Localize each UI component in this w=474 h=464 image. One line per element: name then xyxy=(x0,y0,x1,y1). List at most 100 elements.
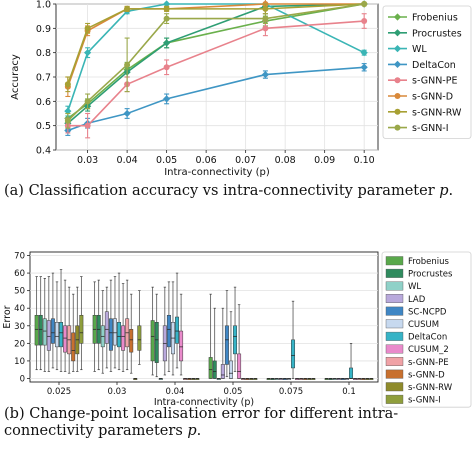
series-line-wl xyxy=(67,3,365,112)
series-s-gnn-rw xyxy=(64,1,368,93)
legend-swatch-s-gnn-rw xyxy=(385,382,404,392)
box xyxy=(63,325,68,353)
legend-label-s-gnn-d: s-GNN-D xyxy=(408,370,445,380)
box xyxy=(71,332,76,362)
legend-label-frobenius: Frobenius xyxy=(412,13,458,24)
box xyxy=(50,318,55,344)
boxes-frobenius xyxy=(34,276,329,380)
y-tick-label: 70 xyxy=(14,252,25,262)
legend-swatch-wl xyxy=(385,281,404,291)
legend-label-s-gnn-d: s-GNN-D xyxy=(412,92,453,103)
legend-marker-s-gnn-rw xyxy=(394,108,401,115)
data-point xyxy=(64,107,72,115)
data-point xyxy=(84,122,91,129)
caption-a: (a) Classification accuracy vs intra-con… xyxy=(4,183,470,200)
data-point xyxy=(163,15,170,22)
data-point xyxy=(361,18,368,25)
box xyxy=(129,329,134,353)
x-tick-label: 0.04 xyxy=(117,155,138,166)
legend-swatch-cusum xyxy=(385,319,404,329)
box xyxy=(349,367,354,379)
legend-label-procrustes: Procrustes xyxy=(412,28,462,39)
caption-b-end: . xyxy=(196,423,202,439)
data-point xyxy=(84,25,91,32)
data-point xyxy=(163,5,170,12)
legend-label-procrustes: Procrustes xyxy=(408,270,453,280)
data-point xyxy=(84,98,91,105)
y-tick-label: 0 xyxy=(20,374,25,384)
box xyxy=(237,353,242,379)
x-axis-label: Intra-connectivity (p) xyxy=(164,167,270,178)
y-axis-label: Error xyxy=(2,305,13,328)
legend-swatch-sc-ncpd xyxy=(385,306,404,316)
data-point xyxy=(84,49,92,57)
error-box-plot: 0 10 20 30 40 50 60 70 0.025 0.03 0.04 0.05 0.075 0.1… xyxy=(2,251,472,408)
box xyxy=(38,314,43,346)
box xyxy=(224,325,229,365)
boxes-s-gnn-pe xyxy=(67,279,362,380)
x-tick-label: 0.025 xyxy=(47,387,71,397)
legend-label-cusum: CUSUM xyxy=(408,320,439,330)
caption-b-text: Change-point localisation error for diff… xyxy=(4,406,399,439)
legend-label-cusum-2: CUSUM_2 xyxy=(408,345,449,355)
y-tick-label: 1.0 xyxy=(36,0,51,11)
legend-swatch-frobenius xyxy=(385,256,404,266)
y-tick-label: 0.6 xyxy=(36,97,51,108)
box xyxy=(54,322,59,348)
y-tick-label: 0.4 xyxy=(36,146,51,157)
data-point xyxy=(361,1,368,7)
series-line-s-gnn-rw xyxy=(67,3,365,85)
legend-marker-procrustes xyxy=(393,29,402,37)
legend-marker-frobenius xyxy=(393,13,402,21)
y-tick-label: 20 xyxy=(14,339,25,349)
legend-error: Frobenius Procrustes WL LAD SC-NCPD CUSUM Delt… xyxy=(381,251,472,408)
boxes-cusum xyxy=(54,276,349,380)
data-point xyxy=(124,5,131,12)
legend-label-lad: LAD xyxy=(408,295,426,305)
caption-a-variable: p xyxy=(439,183,449,199)
legend-label-wl: WL xyxy=(408,282,421,292)
legend-swatch-procrustes xyxy=(385,268,404,278)
box xyxy=(112,318,117,346)
box xyxy=(121,325,126,351)
y-tick-label: 0.5 xyxy=(36,121,51,132)
caption-a-end: . xyxy=(448,183,454,199)
data-point xyxy=(163,0,171,8)
boxes-s-gnn-i xyxy=(79,276,374,380)
x-tick-label: 0.08 xyxy=(275,155,296,166)
legend-label-s-gnn-i: s-GNN-I xyxy=(412,123,449,134)
legend-label-s-gnn-rw: s-GNN-RW xyxy=(412,107,462,118)
data-point xyxy=(163,95,171,103)
legend-label-wl: WL xyxy=(412,44,427,55)
x-tick-label: 0.03 xyxy=(108,387,127,397)
series-procrustes xyxy=(64,0,368,129)
box xyxy=(104,311,109,344)
legend-swatch-cusum-2 xyxy=(385,344,404,354)
x-tick-label: 0.10 xyxy=(354,155,375,166)
data-point xyxy=(360,49,368,57)
data-point xyxy=(163,64,170,71)
x-tick-label: 0.06 xyxy=(196,155,217,166)
series-deltacon xyxy=(64,63,368,136)
legend-label-s-gnn-pe: s-GNN-PE xyxy=(412,76,457,87)
y-tick-label: 0.9 xyxy=(36,24,51,35)
x-tick-label: 0.04 xyxy=(166,387,185,397)
boxes-procrustes xyxy=(38,276,333,380)
boxes-s-gnn-rw xyxy=(75,286,370,380)
x-tick-label: 0.03 xyxy=(77,155,98,166)
legend-label-deltacon: DeltaCon xyxy=(408,333,447,343)
legend-marker-deltacon xyxy=(393,60,402,68)
legend-marker-s-gnn-pe xyxy=(394,77,401,84)
box xyxy=(59,322,64,348)
legend-marker-s-gnn-d xyxy=(394,93,401,99)
plot-area-error xyxy=(29,251,379,383)
box xyxy=(228,360,233,379)
data-point xyxy=(64,117,71,124)
y-tick-label: 0.7 xyxy=(36,73,51,84)
data-point xyxy=(262,5,269,12)
data-point xyxy=(262,25,269,32)
boxes-cusum-2 xyxy=(63,279,358,380)
box xyxy=(34,314,39,346)
legend-label-deltacon: DeltaCon xyxy=(412,60,456,71)
